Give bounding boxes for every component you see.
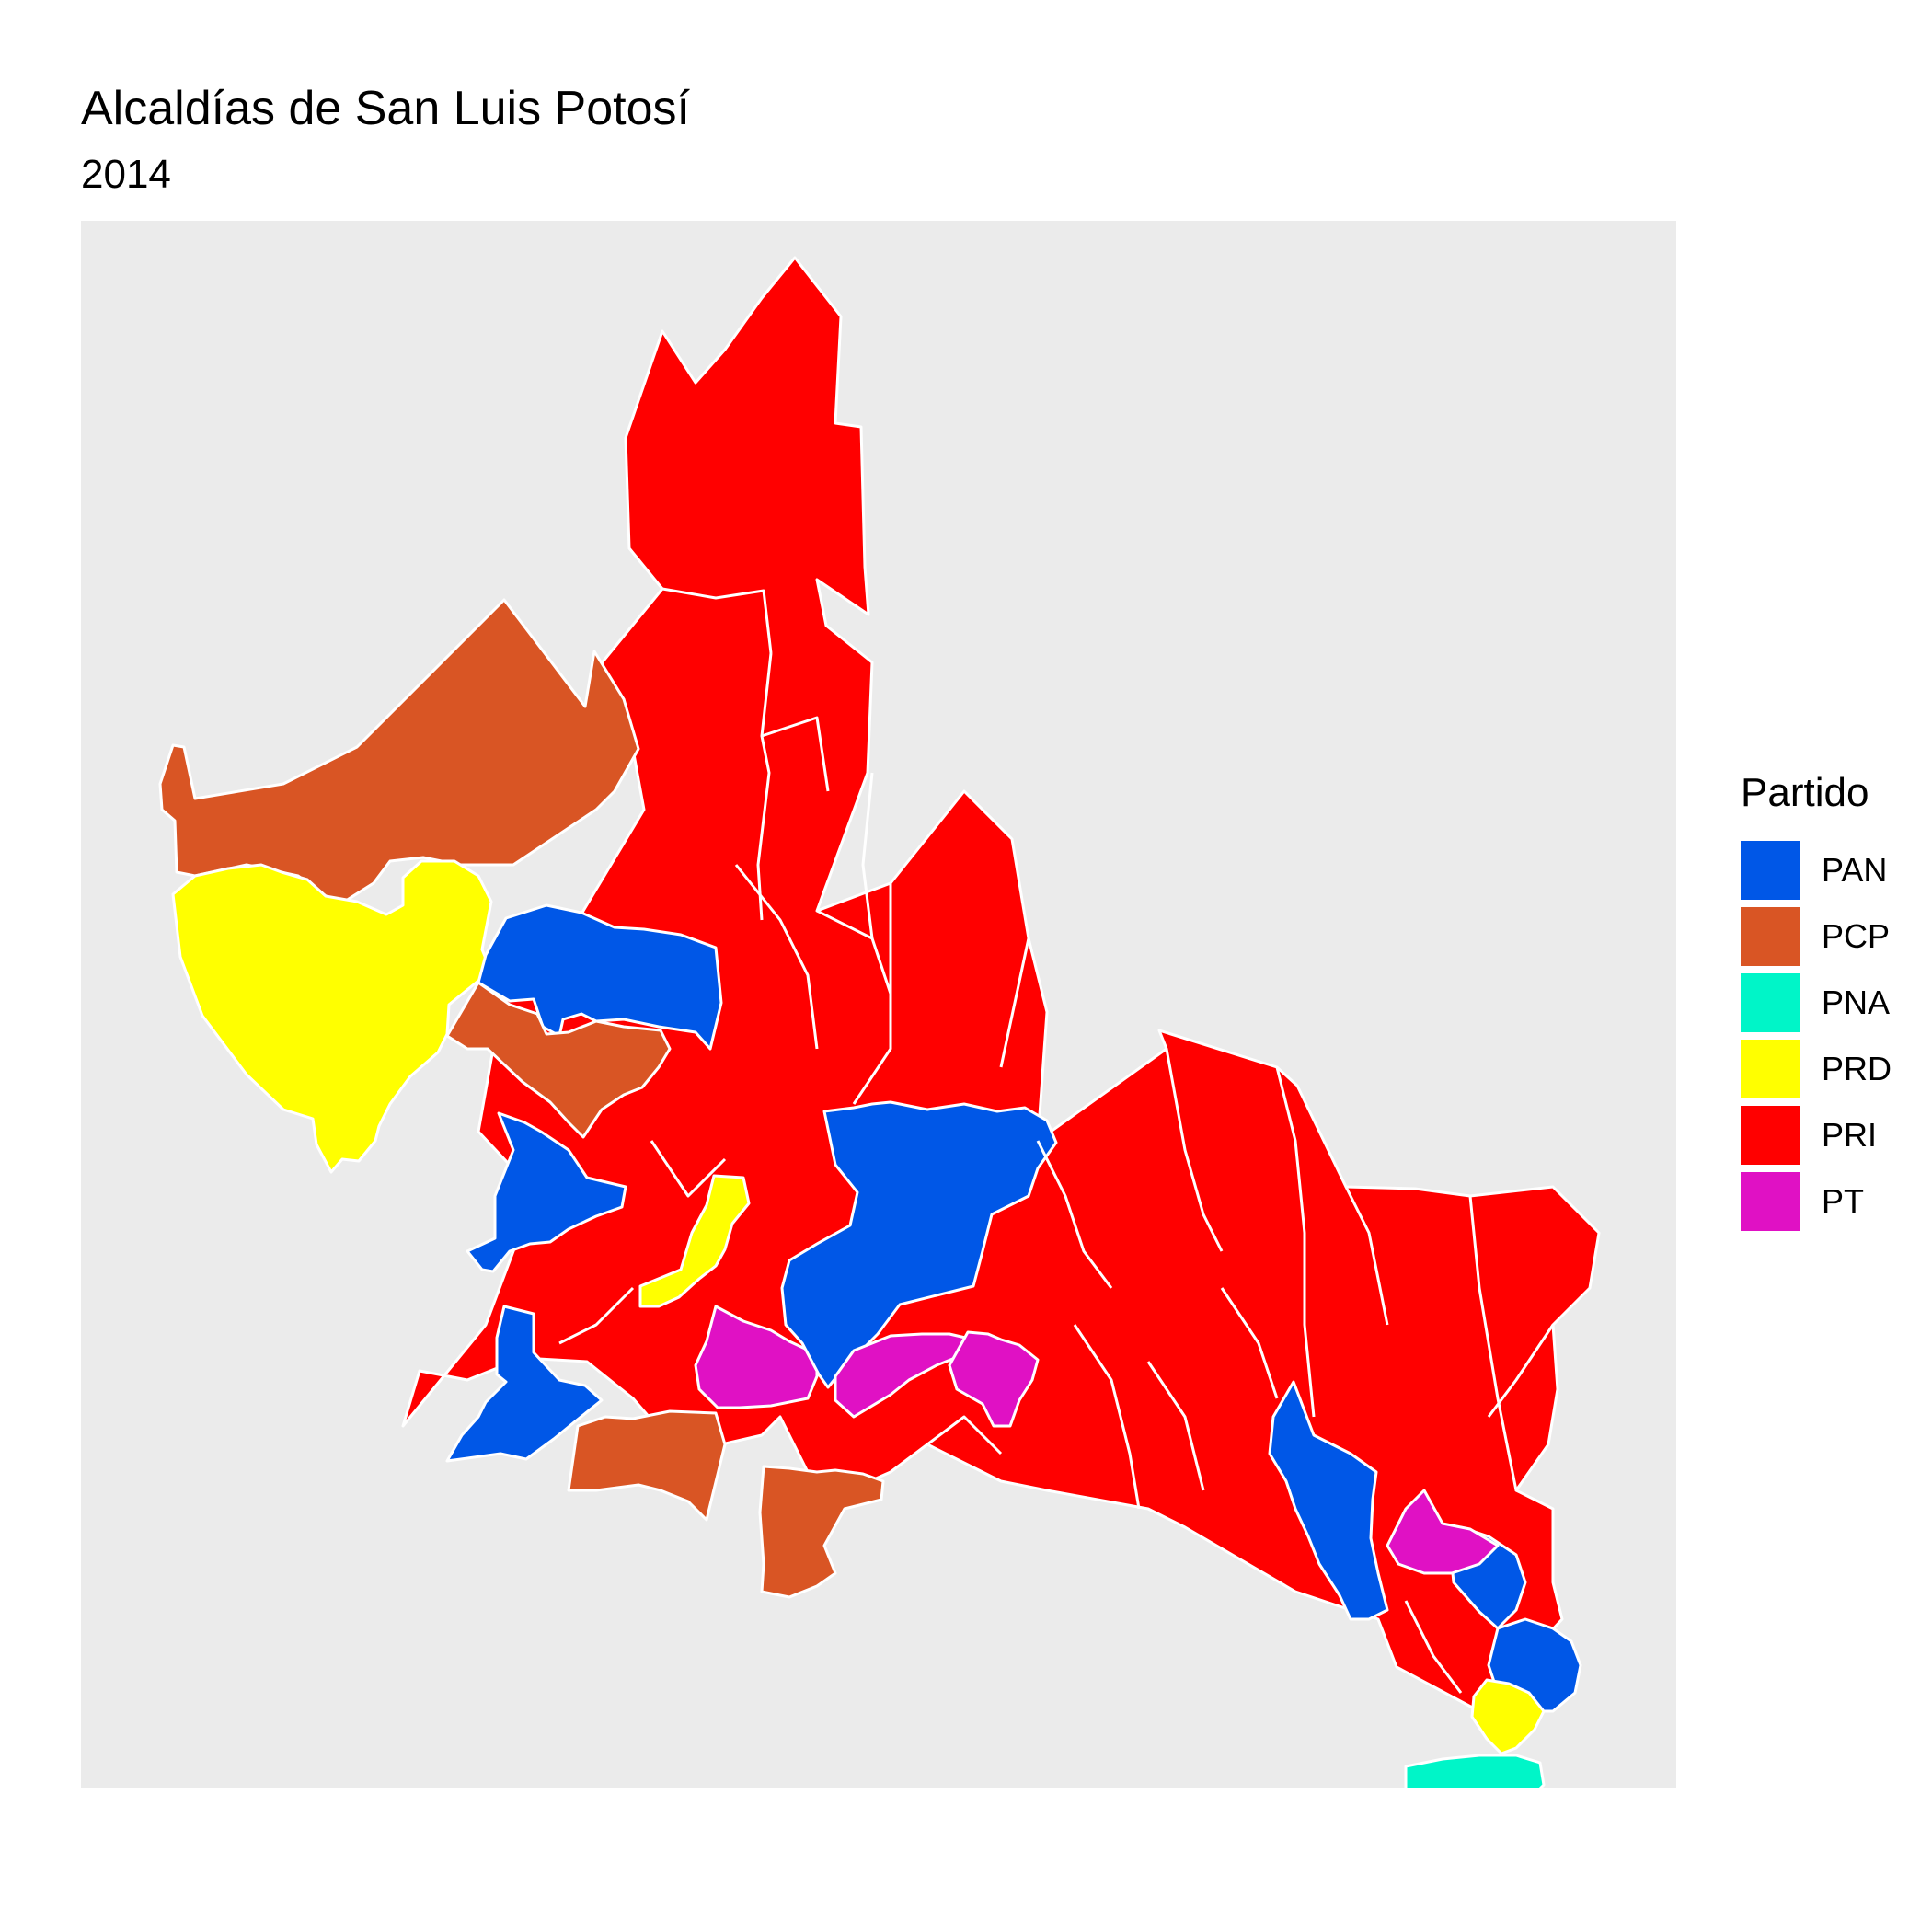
choropleth-map: [158, 256, 1601, 1788]
legend-key-pan: [1741, 841, 1800, 900]
region-prd-southeast: [1470, 1678, 1546, 1755]
legend-title: Partido: [1741, 770, 1869, 815]
municipal-boundaries: [558, 587, 1555, 1694]
legend-key-pt: [1741, 1172, 1800, 1231]
region-prd-west: [171, 859, 497, 1174]
region-pcp-center-west: [445, 981, 672, 1139]
region-pan-southwest: [445, 1305, 604, 1463]
region-pcp-southwest: [567, 1409, 727, 1522]
region-pan-east: [1268, 1380, 1389, 1621]
region-pt-center-3: [948, 1330, 1040, 1428]
legend-key-prd: [1741, 1040, 1800, 1098]
region-prd-center: [638, 1174, 751, 1308]
map-title: Alcaldías de San Luis Potosí: [81, 82, 690, 135]
region-pan-center: [780, 1100, 1058, 1389]
legend-item-pt: PT: [1741, 1168, 1915, 1235]
legend: Partido PAN PCP PNA PRD PRI PT: [1741, 773, 1915, 1235]
legend-item-pri: PRI: [1741, 1102, 1915, 1168]
legend-label-pcp: PCP: [1822, 917, 1891, 955]
region-pan-west-1: [466, 1111, 627, 1273]
legend-key-pri: [1741, 1106, 1800, 1165]
region-pt-east: [1386, 1489, 1500, 1575]
legend-items: PAN PCP PNA PRD PRI PT: [1741, 837, 1915, 1235]
map-subtitle: 2014: [81, 152, 171, 197]
region-pna-southeast: [1404, 1754, 1546, 1788]
legend-label-pna: PNA: [1822, 983, 1891, 1021]
region-pri-state-body: [401, 256, 1601, 1713]
legend-item-pcp: PCP: [1741, 903, 1915, 970]
legend-item-pna: PNA: [1741, 970, 1915, 1036]
legend-key-pna: [1741, 973, 1800, 1032]
region-pan-west-center: [477, 903, 723, 1051]
region-pcp-northwest: [158, 598, 640, 907]
region-pt-center: [694, 1305, 819, 1409]
legend-key-pcp: [1741, 907, 1800, 966]
legend-label-pan: PAN: [1822, 851, 1888, 889]
region-pcp-south: [758, 1465, 885, 1599]
legend-item-pan: PAN: [1741, 837, 1915, 903]
legend-label-prd: PRD: [1822, 1050, 1892, 1087]
legend-label-pri: PRI: [1822, 1116, 1878, 1154]
region-pt-center-2: [834, 1332, 975, 1419]
legend-item-prd: PRD: [1741, 1036, 1915, 1102]
legend-label-pt: PT: [1822, 1182, 1865, 1220]
